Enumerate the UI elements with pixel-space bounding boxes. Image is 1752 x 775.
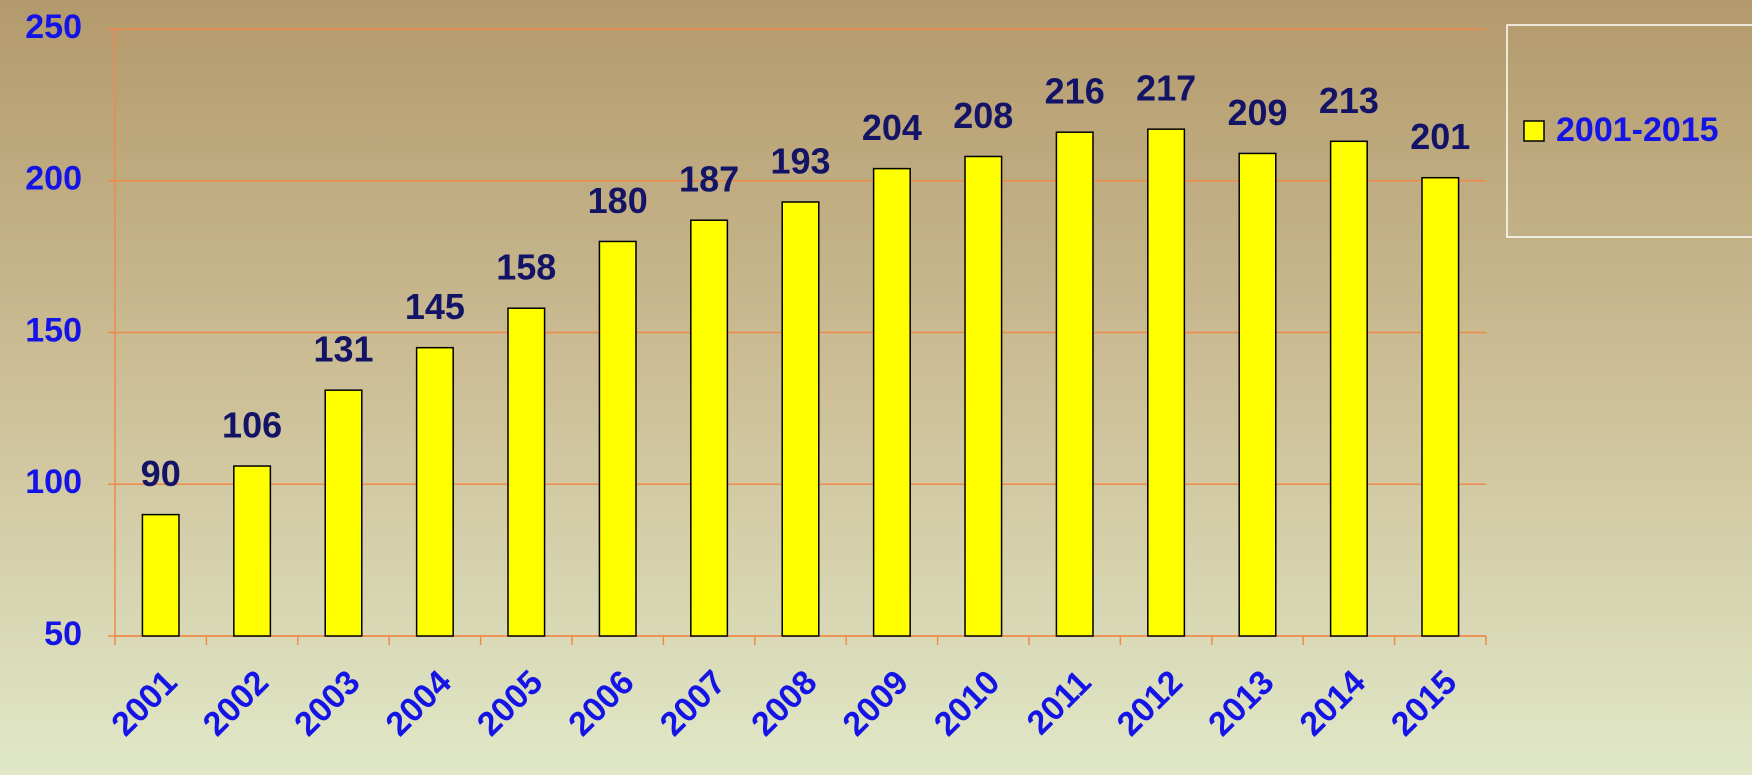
value-label: 145 bbox=[405, 286, 465, 327]
bar bbox=[415, 346, 454, 637]
value-label: 187 bbox=[679, 159, 739, 200]
value-label: 158 bbox=[496, 247, 556, 288]
bar bbox=[781, 201, 820, 637]
legend-label: 2001-2015 bbox=[1556, 111, 1719, 149]
bar bbox=[141, 513, 180, 637]
y-tick-label: 100 bbox=[25, 463, 82, 501]
value-label: 204 bbox=[862, 107, 922, 148]
value-label: 209 bbox=[1227, 92, 1287, 133]
value-label: 213 bbox=[1319, 80, 1379, 121]
bar bbox=[324, 389, 363, 637]
bar bbox=[1421, 176, 1460, 637]
value-label: 131 bbox=[313, 329, 373, 370]
bar bbox=[1329, 140, 1368, 637]
value-label: 106 bbox=[222, 405, 282, 446]
bar bbox=[1055, 131, 1094, 637]
y-tick-label: 150 bbox=[25, 311, 82, 349]
bar bbox=[507, 307, 546, 637]
y-tick-label: 250 bbox=[25, 8, 82, 46]
bar bbox=[1147, 128, 1186, 637]
y-tick-label: 200 bbox=[25, 160, 82, 198]
bar bbox=[598, 240, 637, 637]
value-label: 180 bbox=[588, 180, 648, 221]
bar bbox=[872, 167, 911, 637]
value-label: 216 bbox=[1045, 71, 1105, 112]
value-label: 90 bbox=[141, 453, 181, 494]
value-label: 201 bbox=[1410, 116, 1470, 157]
bar bbox=[964, 155, 1003, 637]
legend-box bbox=[1506, 24, 1752, 238]
bar bbox=[233, 465, 272, 637]
value-label: 193 bbox=[770, 141, 830, 182]
y-tick-label: 50 bbox=[44, 615, 82, 653]
bar bbox=[1238, 152, 1277, 637]
legend-swatch bbox=[1523, 120, 1545, 142]
value-label: 208 bbox=[953, 95, 1013, 136]
bar bbox=[690, 219, 729, 637]
value-label: 217 bbox=[1136, 68, 1196, 109]
